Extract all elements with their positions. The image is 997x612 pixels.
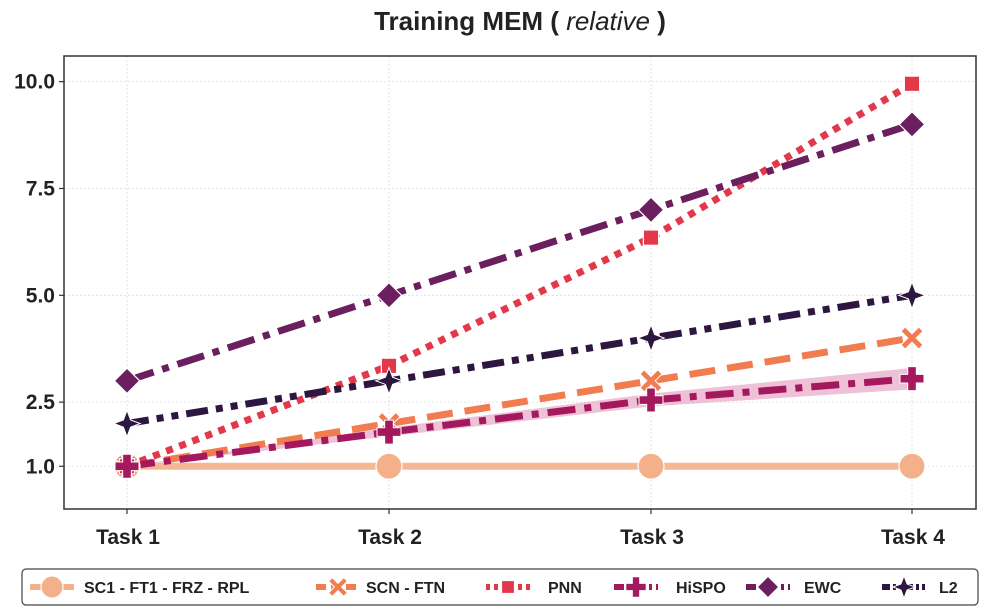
legend-frame [21, 568, 979, 606]
point-l2 [374, 366, 404, 396]
legend-marker [327, 576, 349, 598]
point-l2 [112, 408, 142, 439]
series-markers [112, 75, 927, 480]
legend-label: EWC [804, 580, 842, 597]
line-scn-ftn [126, 334, 913, 470]
line-ewc [125, 121, 914, 385]
point-scn-ftn [900, 326, 924, 350]
line-l2 [126, 291, 913, 427]
point-ewc [113, 367, 141, 395]
line-pnn [125, 80, 914, 470]
x-tick-label: Task 4 [881, 526, 945, 549]
point-hispo [899, 366, 925, 392]
point-ewc [375, 281, 403, 309]
y-tick-label: 5.0 [26, 284, 55, 307]
y-tick-label: 7.5 [26, 177, 56, 200]
legend-marker [891, 574, 917, 600]
title-italic: relative [566, 6, 650, 36]
legend-label: SCN - FTN [366, 580, 445, 597]
line-hispo [126, 375, 913, 470]
point-scn-ftn [639, 369, 663, 393]
point-ewc [637, 196, 665, 224]
y-tick-label: 10.0 [14, 71, 55, 94]
x-tick-label: Task 3 [620, 526, 684, 549]
x-axis-ticks: Task 1 Task 2 Task 3 Task 4 [96, 509, 945, 549]
point-sc1-ft1-frz-rpl [637, 452, 665, 480]
point-ewc [898, 110, 926, 138]
y-axis-ticks: 1.0 2.5 5.0 7.5 10.0 [14, 71, 64, 478]
legend-label: SC1 - FT1 - FRZ - RPL [84, 580, 250, 597]
title-main: Training MEM ( [374, 6, 559, 36]
legend: SC1 - FT1 - FRZ - RPL SCN - FTN PNN HiSPO EW… [21, 568, 979, 606]
legend-label: HiSPO [676, 580, 726, 597]
legend-marker [625, 576, 647, 598]
point-hispo [376, 419, 402, 445]
y-tick-label: 2.5 [26, 391, 56, 414]
point-l2 [636, 323, 666, 353]
series-lines [125, 80, 914, 470]
point-pnn [642, 229, 660, 246]
chart-title: Training MEM ( relative ) [374, 6, 666, 36]
x-tick-label: Task 1 [96, 526, 160, 549]
grid-lines [64, 56, 976, 509]
plot-frame [63, 55, 977, 510]
legend-marker [500, 579, 516, 595]
legend-label: L2 [939, 580, 958, 597]
point-l2 [897, 280, 927, 310]
title-suffix: ) [657, 6, 666, 36]
point-sc1-ft1-frz-rpl [375, 452, 403, 480]
y-tick-label: 1.0 [26, 455, 55, 478]
point-hispo [638, 387, 664, 413]
legend-marker [756, 575, 780, 599]
x-tick-label: Task 2 [358, 526, 422, 549]
point-pnn [903, 75, 921, 93]
point-sc1-ft1-frz-rpl [898, 452, 926, 480]
legend-marker [40, 575, 64, 599]
point-hispo [114, 453, 140, 479]
legend-label: PNN [548, 580, 582, 597]
